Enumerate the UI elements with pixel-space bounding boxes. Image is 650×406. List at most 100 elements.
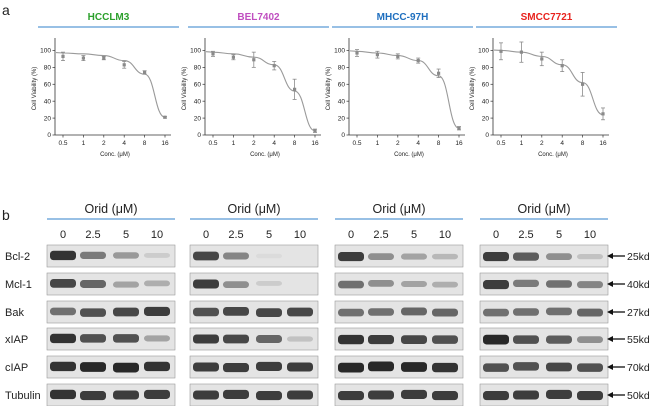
blot-band — [144, 252, 170, 258]
blot-strip — [479, 355, 609, 379]
blot-band — [287, 390, 313, 400]
x-tick-label: 2 — [396, 140, 400, 147]
y-tick-label: 60 — [44, 81, 52, 88]
blot-band — [338, 362, 364, 373]
blot-band — [432, 391, 458, 401]
blot-band — [50, 250, 76, 261]
y-tick-label: 60 — [194, 81, 202, 88]
blot-strip — [479, 327, 609, 351]
blot-band — [368, 308, 394, 316]
y-tick-label: 40 — [194, 98, 202, 105]
data-point — [375, 53, 379, 57]
blot-band — [338, 280, 364, 289]
y-tick-label: 40 — [482, 98, 490, 105]
blot-band — [256, 308, 282, 317]
concentration-label: 5 — [556, 229, 562, 241]
concentration-label: 10 — [584, 229, 596, 241]
blot-band — [513, 390, 539, 400]
blot-band — [193, 251, 219, 261]
blot-band — [338, 334, 364, 345]
blot-band — [368, 361, 394, 372]
blot-band — [256, 335, 282, 343]
blot-band — [144, 335, 170, 342]
concentration-label: 0 — [493, 229, 499, 241]
blot-strip — [189, 300, 319, 324]
panel-a-label: a — [2, 2, 10, 18]
blot-band — [80, 362, 106, 372]
blot-band — [287, 362, 313, 372]
concentration-label: 5 — [266, 229, 272, 241]
y-tick-label: 0 — [341, 132, 345, 139]
blot-background — [46, 327, 176, 351]
chart-1: HCCLM3 0 20 40 60 80 100 0.5 1 2 4 8 16 Cell Viabilit… — [32, 12, 179, 158]
concentration-label: 2.5 — [228, 229, 243, 241]
blot-strip — [334, 383, 464, 406]
y-tick-label: 80 — [194, 65, 202, 72]
blot-band — [546, 307, 572, 316]
x-tick-label: 8 — [293, 140, 297, 147]
blot-band — [577, 281, 603, 289]
data-point — [416, 59, 420, 63]
chart-4: SMCC7721 0 20 40 60 80 100 0.5 1 2 4 8 16 Cell Viabil… — [470, 12, 617, 158]
blot-strip — [334, 300, 464, 324]
blot-block-3: Orid (μM) 0 2.5 5 10 — [334, 202, 464, 406]
fit-curve — [55, 52, 166, 118]
y-tick-label: 60 — [482, 81, 490, 88]
concentration-label: 10 — [439, 229, 451, 241]
size-marker: 70kd — [607, 362, 650, 374]
chart-title: MHCC-97H — [377, 12, 429, 23]
protein-label: cIAP — [5, 362, 28, 374]
size-marker: 55kd — [607, 334, 650, 346]
blot-background — [46, 355, 176, 379]
concentration-label: 10 — [294, 229, 306, 241]
blot-band — [144, 389, 170, 399]
y-tick-label: 100 — [478, 48, 489, 55]
western-blot-panel: Bcl-2 Mcl-1 Bak xIAP cIAP Tubulin Orid (μM) 0 2.… — [5, 202, 650, 406]
blot-band — [577, 363, 603, 372]
x-tick-label: 0.5 — [58, 140, 67, 147]
x-tick-label: 0.5 — [208, 140, 217, 147]
blot-band — [546, 280, 572, 288]
x-tick-label: 2 — [252, 140, 256, 147]
blot-band — [113, 252, 139, 259]
blot-strip — [189, 383, 319, 406]
x-tick-label: 4 — [272, 140, 276, 147]
data-point — [601, 112, 605, 116]
blot-background — [189, 300, 319, 324]
blot-strip — [479, 272, 609, 296]
y-tick-label: 0 — [485, 132, 489, 139]
protein-label: Tubulin — [5, 390, 41, 402]
size-marker: 40kd — [607, 279, 650, 291]
blot-band — [546, 389, 572, 399]
blot-band — [432, 281, 458, 288]
blot-band — [80, 308, 106, 317]
x-tick-label: 8 — [437, 140, 441, 147]
blot-band — [577, 336, 603, 343]
x-axis-label: Conc. (μM) — [538, 152, 568, 158]
blot-band — [483, 363, 509, 372]
data-point — [313, 129, 317, 133]
blot-strip — [46, 327, 176, 351]
blot-band — [483, 280, 509, 290]
marker-arrowhead — [607, 309, 613, 315]
y-axis-label: Cell Viability (%) — [32, 67, 38, 111]
blot-band — [432, 308, 458, 317]
blot-band — [513, 308, 539, 316]
x-axis-label: Conc. (μM) — [100, 152, 130, 158]
y-tick-label: 0 — [197, 132, 201, 139]
blot-strip — [334, 355, 464, 379]
chart-title: SMCC7721 — [521, 12, 573, 23]
x-tick-label: 16 — [455, 140, 463, 147]
chart-title: BEL7402 — [237, 12, 280, 23]
blot-band — [113, 281, 139, 288]
blot-block-4: Orid (μM) 0 2.5 5 10 — [479, 202, 609, 406]
blot-band — [546, 253, 572, 260]
blot-strip — [479, 244, 609, 268]
blot-band — [483, 334, 509, 345]
concentration-label: 5 — [123, 229, 129, 241]
blot-background — [189, 355, 319, 379]
blot-background — [334, 300, 464, 324]
data-point — [540, 57, 544, 61]
blot-band — [80, 391, 106, 401]
blot-background — [46, 272, 176, 296]
